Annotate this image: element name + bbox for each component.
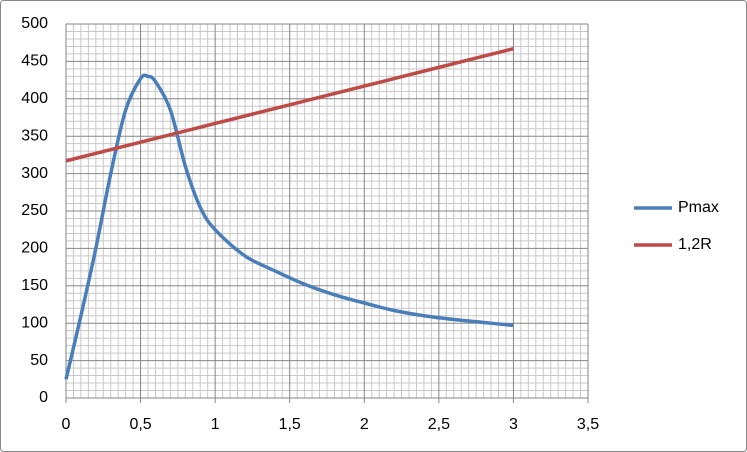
x-tick-label: 0,5 [129, 416, 151, 433]
legend-label: 1,2R [678, 236, 712, 253]
y-tick-label: 350 [21, 127, 48, 144]
y-tick-label: 250 [21, 202, 48, 219]
x-tick-label: 3 [509, 416, 518, 433]
y-tick-label: 400 [21, 90, 48, 107]
y-tick-label: 450 [21, 53, 48, 70]
x-tick-label: 2 [360, 416, 369, 433]
y-tick-label: 50 [30, 352, 48, 369]
x-tick-label: 1,5 [279, 416, 301, 433]
x-tick-label: 1 [211, 416, 220, 433]
y-tick-label: 300 [21, 165, 48, 182]
y-tick-label: 150 [21, 277, 48, 294]
y-tick-label: 200 [21, 240, 48, 257]
x-tick-label: 2,5 [428, 416, 450, 433]
x-tick-label: 3,5 [577, 416, 599, 433]
legend-label: Pmax [678, 199, 719, 216]
series-line [65, 46, 514, 163]
x-tick-label: 0 [62, 416, 71, 433]
y-tick-label: 0 [39, 389, 48, 406]
y-tick-label: 500 [21, 15, 48, 32]
y-tick-label: 100 [21, 314, 48, 331]
series-line [64, 73, 514, 380]
